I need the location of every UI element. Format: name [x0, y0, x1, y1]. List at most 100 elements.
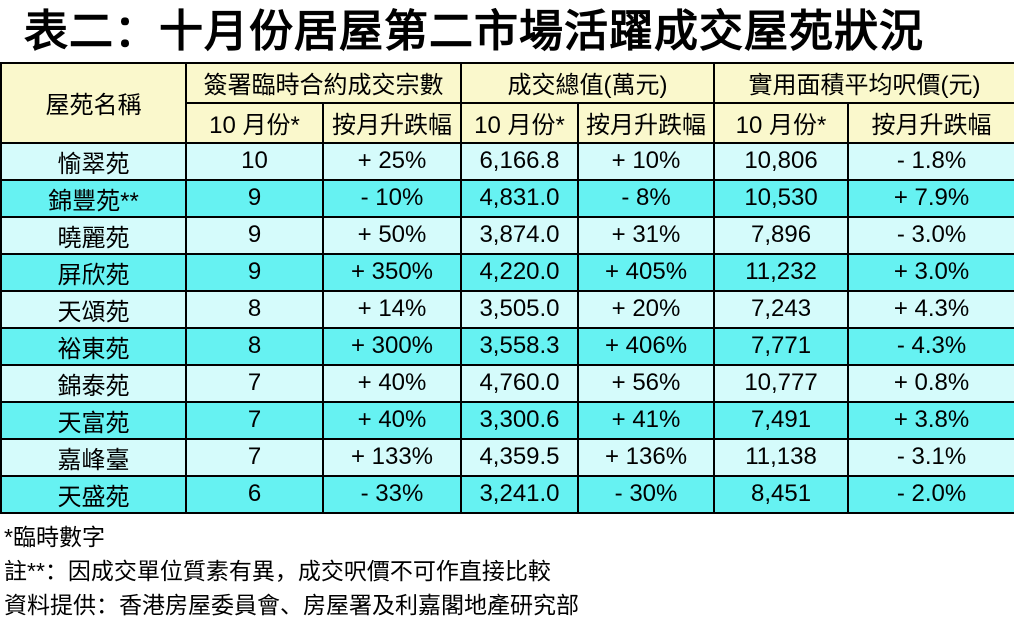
deals-cell: 7: [185, 437, 324, 477]
deals-mom-cell: + 350%: [322, 252, 462, 292]
deals-cell: 7: [185, 363, 324, 403]
value-cell: 3,505.0: [460, 289, 579, 329]
estate-name-cell: 天頌苑: [0, 289, 187, 329]
value-mom-cell: - 8%: [576, 178, 716, 218]
value-mom-cell: + 41%: [576, 400, 716, 440]
deals-cell: 9: [185, 178, 324, 218]
value-mom-cell: + 31%: [576, 215, 716, 255]
deals-cell: 10: [185, 141, 324, 181]
table-row: 天頌苑 8 + 14% 3,505.0 + 20% 7,243 + 4.3%: [0, 289, 1014, 329]
value-mom-cell: - 30%: [576, 474, 716, 514]
column-group-psf-price: 實用面積平均呎價(元): [713, 61, 1014, 104]
deals-mom-cell: + 14%: [322, 289, 462, 329]
column-group-deal-count: 簽署臨時合約成交宗數: [185, 61, 462, 104]
psf-mom-cell: - 4.3%: [847, 326, 1014, 366]
value-cell: 4,359.5: [460, 437, 579, 477]
footnote-psf-comparison-note: 註**：因成交單位質素有異，成交呎價不可作直接比較: [4, 557, 551, 584]
deals-cell: 6: [185, 474, 324, 514]
estate-name-cell: 天富苑: [0, 400, 187, 440]
table-row: 錦泰苑 7 + 40% 4,760.0 + 56% 10,777 + 0.8%: [0, 363, 1014, 403]
table-row: 裕東苑 8 + 300% 3,558.3 + 406% 7,771 - 4.3%: [0, 326, 1014, 366]
psf-cell: 11,232: [713, 252, 850, 292]
psf-cell: 11,138: [713, 437, 850, 477]
table-row: 天盛苑 6 - 33% 3,241.0 - 30% 8,451 - 2.0%: [0, 474, 1014, 514]
table-row: 愉翠苑 10 + 25% 6,166.8 + 10% 10,806 - 1.8%: [0, 141, 1014, 181]
deals-cell: 7: [185, 400, 324, 440]
value-cell: 3,300.6: [460, 400, 579, 440]
subheader-deals-mom-change: 按月升跌幅: [322, 101, 462, 144]
hos-secondary-market-table: 屋苑名稱 簽署臨時合約成交宗數 成交總值(萬元) 實用面積平均呎價(元) 10 …: [0, 61, 1014, 514]
psf-cell: 7,771: [713, 326, 850, 366]
footnote-data-source: 資料提供：香港房屋委員會、房屋署及利嘉閣地產研究部: [4, 591, 579, 618]
estate-name-cell: 曉麗苑: [0, 215, 187, 255]
value-mom-cell: + 136%: [576, 437, 716, 477]
column-group-total-value: 成交總值(萬元): [459, 61, 716, 104]
deals-mom-cell: - 10%: [322, 178, 462, 218]
deals-mom-cell: + 25%: [322, 141, 462, 181]
psf-mom-cell: + 7.9%: [847, 178, 1014, 218]
psf-cell: 7,896: [713, 215, 850, 255]
deals-cell: 9: [185, 215, 324, 255]
value-mom-cell: + 10%: [576, 141, 716, 181]
psf-cell: 8,451: [713, 474, 850, 514]
table-row: 嘉峰臺 7 + 133% 4,359.5 + 136% 11,138 - 3.1…: [0, 437, 1014, 477]
psf-mom-cell: - 3.0%: [847, 215, 1014, 255]
value-mom-cell: + 406%: [576, 326, 716, 366]
value-mom-cell: + 56%: [576, 363, 716, 403]
estate-name-cell: 愉翠苑: [0, 141, 187, 181]
deals-mom-cell: + 40%: [322, 400, 462, 440]
estate-name-cell: 天盛苑: [0, 474, 187, 514]
deals-mom-cell: + 40%: [322, 363, 462, 403]
psf-cell: 7,243: [713, 289, 850, 329]
psf-mom-cell: + 3.8%: [847, 400, 1014, 440]
deals-mom-cell: + 50%: [322, 215, 462, 255]
estate-name-cell: 嘉峰臺: [0, 437, 187, 477]
column-header-estate-name: 屋苑名稱: [0, 61, 187, 144]
value-mom-cell: + 405%: [576, 252, 716, 292]
value-cell: 3,558.3: [460, 326, 579, 366]
value-cell: 3,241.0: [460, 474, 579, 514]
footnotes: *臨時數字 註**：因成交單位質素有異，成交呎價不可作直接比較 資料提供：香港房…: [0, 514, 1014, 622]
psf-mom-cell: - 2.0%: [847, 474, 1014, 514]
psf-cell: 10,806: [713, 141, 850, 181]
psf-mom-cell: + 3.0%: [847, 252, 1014, 292]
psf-mom-cell: + 0.8%: [847, 363, 1014, 403]
deals-mom-cell: - 33%: [322, 474, 462, 514]
subheader-value-mom-change: 按月升跌幅: [576, 101, 716, 144]
table-header: 屋苑名稱 簽署臨時合約成交宗數 成交總值(萬元) 實用面積平均呎價(元) 10 …: [0, 61, 1014, 144]
value-mom-cell: + 20%: [576, 289, 716, 329]
deals-mom-cell: + 133%: [322, 437, 462, 477]
subheader-deals-october: 10 月份*: [185, 101, 324, 144]
psf-cell: 7,491: [713, 400, 850, 440]
value-cell: 4,831.0: [460, 178, 579, 218]
deals-mom-cell: + 300%: [322, 326, 462, 366]
table-row: 曉麗苑 9 + 50% 3,874.0 + 31% 7,896 - 3.0%: [0, 215, 1014, 255]
deals-cell: 8: [185, 289, 324, 329]
psf-mom-cell: + 4.3%: [847, 289, 1014, 329]
subheader-psf-mom-change: 按月升跌幅: [847, 101, 1014, 144]
subheader-psf-october: 10 月份*: [713, 101, 850, 144]
estate-name-cell: 錦豐苑**: [0, 178, 187, 218]
footnote-provisional-figures: *臨時數字: [4, 523, 105, 550]
psf-mom-cell: - 3.1%: [847, 437, 1014, 477]
value-cell: 6,166.8: [460, 141, 579, 181]
estate-name-cell: 裕東苑: [0, 326, 187, 366]
value-cell: 3,874.0: [460, 215, 579, 255]
estate-name-cell: 屏欣苑: [0, 252, 187, 292]
estate-name-cell: 錦泰苑: [0, 363, 187, 403]
value-cell: 4,760.0: [460, 363, 579, 403]
psf-cell: 10,530: [713, 178, 850, 218]
deals-cell: 9: [185, 252, 324, 292]
table-row: 天富苑 7 + 40% 3,300.6 + 41% 7,491 + 3.8%: [0, 400, 1014, 440]
table-body: 愉翠苑 10 + 25% 6,166.8 + 10% 10,806 - 1.8%…: [0, 141, 1014, 514]
subheader-value-october: 10 月份*: [460, 101, 579, 144]
header-group-row: 屋苑名稱 簽署臨時合約成交宗數 成交總值(萬元) 實用面積平均呎價(元): [0, 61, 1014, 144]
deals-cell: 8: [185, 326, 324, 366]
table-row: 屏欣苑 9 + 350% 4,220.0 + 405% 11,232 + 3.0…: [0, 252, 1014, 292]
header-sub-row: 10 月份* 按月升跌幅 10 月份* 按月升跌幅 10 月份* 按月升跌幅: [1, 101, 1014, 144]
value-cell: 4,220.0: [460, 252, 579, 292]
psf-cell: 10,777: [713, 363, 850, 403]
psf-mom-cell: - 1.8%: [847, 141, 1014, 181]
page-title: 表二：十月份居屋第二市場活躍成交屋苑狀況: [24, 7, 924, 56]
